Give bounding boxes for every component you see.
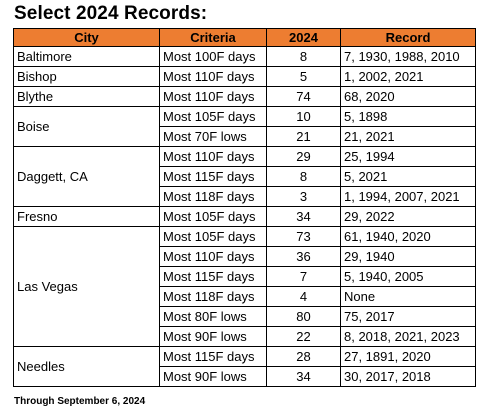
city-cell: Las Vegas <box>13 226 160 347</box>
table-row: Bishop Most 110F days 5 1, 2002, 2021 <box>13 66 476 87</box>
criteria-cell: Most 80F lows <box>159 306 267 327</box>
value-2024-cell: 28 <box>266 346 341 367</box>
table-row: Las Vegas Most 105F days 73 61, 1940, 2020 <box>13 226 476 347</box>
criteria-cell: Most 110F days <box>159 86 267 107</box>
record-cell: 27, 1891, 2020 <box>340 346 476 367</box>
criteria-cell: Most 70F lows <box>159 126 267 147</box>
value-2024-cell: 21 <box>266 126 341 147</box>
city-cell: Baltimore <box>13 46 160 67</box>
value-2024-cell: 4 <box>266 286 341 307</box>
record-cell: 25, 1994 <box>340 146 476 167</box>
record-cell: 75, 2017 <box>340 306 476 327</box>
table-row: Daggett, CA Most 110F days 29 25, 1994 <box>13 146 476 207</box>
value-2024-cell: 36 <box>266 246 341 267</box>
record-cell: 21, 2021 <box>340 126 476 147</box>
value-2024-cell: 22 <box>266 326 341 347</box>
city-cell: Fresno <box>13 206 160 227</box>
record-cell: 5, 1940, 2005 <box>340 266 476 287</box>
table-row: Blythe Most 110F days 74 68, 2020 <box>13 86 476 107</box>
value-2024-cell: 74 <box>266 86 341 107</box>
record-cell: 61, 1940, 2020 <box>340 226 476 247</box>
criteria-cell: Most 105F days <box>159 226 267 247</box>
record-cell: 8, 2018, 2021, 2023 <box>340 326 476 347</box>
table-header-row: City Criteria 2024 Record <box>13 28 476 47</box>
table-row: Most 118F days 4 None <box>14 286 476 307</box>
criteria-cell: Most 110F days <box>159 66 267 87</box>
record-cell: 1, 1994, 2007, 2021 <box>340 186 476 207</box>
criteria-cell: Most 100F days <box>159 46 267 67</box>
record-cell: 29, 1940 <box>340 246 476 267</box>
criteria-cell: Most 105F days <box>159 206 267 227</box>
value-2024-cell: 34 <box>266 206 341 227</box>
value-2024-cell: 5 <box>266 66 341 87</box>
record-cell: 5, 2021 <box>340 166 476 187</box>
city-cell: Blythe <box>13 86 160 107</box>
table-row: Baltimore Most 100F days 8 7, 1930, 1988, 2… <box>13 46 476 67</box>
criteria-cell: Most 118F days <box>159 186 267 207</box>
value-2024-cell: 10 <box>266 106 341 127</box>
value-2024-cell: 8 <box>266 166 341 187</box>
criteria-cell: Most 115F days <box>159 266 267 287</box>
city-cell: Daggett, CA <box>13 146 160 207</box>
records-body: Baltimore Most 100F days 8 7, 1930, 1988, 2… <box>13 46 476 387</box>
value-2024-cell: 80 <box>266 306 341 327</box>
column-header-criteria: Criteria <box>159 28 267 47</box>
table-row: Fresno Most 105F days 34 29, 2022 <box>13 206 476 227</box>
table-row: Most 90F lows 34 30, 2017, 2018 <box>14 366 476 387</box>
record-cell: 29, 2022 <box>340 206 476 227</box>
value-2024-cell: 34 <box>266 366 341 387</box>
criteria-cell: Most 115F days <box>159 346 267 367</box>
record-cell: 7, 1930, 1988, 2010 <box>340 46 476 67</box>
record-cell: 68, 2020 <box>340 86 476 107</box>
record-cell: 1, 2002, 2021 <box>340 66 476 87</box>
criteria-cell: Most 105F days <box>159 106 267 127</box>
criteria-cell: Most 118F days <box>159 286 267 307</box>
record-cell: 30, 2017, 2018 <box>340 366 476 387</box>
column-header-city: City <box>13 28 160 47</box>
record-cell: None <box>340 286 476 307</box>
table-row: Boise Most 105F days 10 5, 1898 <box>13 106 476 147</box>
criteria-cell: Most 115F days <box>159 166 267 187</box>
city-cell: Boise <box>13 106 160 147</box>
criteria-cell: Most 110F days <box>159 146 267 167</box>
table-row: Most 115F days 7 5, 1940, 2005 <box>14 266 476 287</box>
table-row: Needles Most 115F days 28 27, 1891, 2020 <box>13 346 476 387</box>
criteria-cell: Most 90F lows <box>159 366 267 387</box>
value-2024-cell: 29 <box>266 146 341 167</box>
value-2024-cell: 7 <box>266 266 341 287</box>
city-cell: Needles <box>13 346 160 387</box>
table-row: Most 118F days 3 1, 1994, 2007, 2021 <box>14 186 476 207</box>
table-row: Most 90F lows 22 8, 2018, 2021, 2023 <box>14 326 476 347</box>
city-cell: Bishop <box>13 66 160 87</box>
column-header-record: Record <box>340 28 476 47</box>
records-table: City Criteria 2024 Record Baltimore Most … <box>13 28 476 387</box>
record-cell: 5, 1898 <box>340 106 476 127</box>
column-header-2024: 2024 <box>266 28 341 47</box>
footnote: Through September 6, 2024 <box>14 396 146 407</box>
page-title: Select 2024 Records: <box>14 3 208 24</box>
value-2024-cell: 3 <box>266 186 341 207</box>
value-2024-cell: 8 <box>266 46 341 67</box>
value-2024-cell: 73 <box>266 226 341 247</box>
criteria-cell: Most 110F days <box>159 246 267 267</box>
criteria-cell: Most 90F lows <box>159 326 267 347</box>
